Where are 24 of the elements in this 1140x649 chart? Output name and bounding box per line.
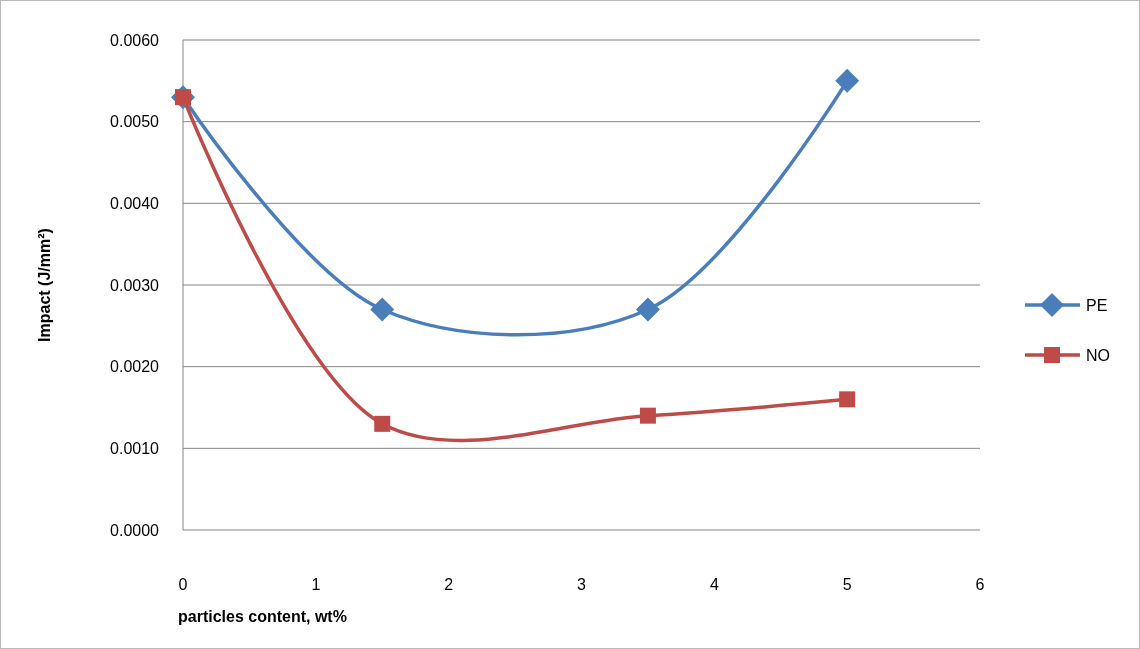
point	[374, 415, 391, 432]
y-axis-title: Impact (J/mm²)	[36, 228, 53, 342]
x-tick-label: 1	[311, 576, 321, 593]
x-tick-label: 2	[444, 576, 454, 593]
x-tick-label: 4	[709, 576, 719, 593]
y-tick-label: 0.0050	[110, 113, 160, 131]
y-tick-label: 0.0040	[110, 194, 160, 212]
y-tick-label: 0.0060	[110, 31, 160, 49]
point	[835, 68, 860, 93]
x-axis-title: particles content, wt%	[178, 608, 347, 625]
point	[635, 297, 660, 322]
y-tick-label: 0.0030	[110, 276, 160, 294]
point	[839, 391, 856, 408]
x-tick-label: 5	[842, 576, 852, 593]
point	[639, 407, 656, 424]
y-tick-label: 0.0000	[110, 521, 160, 539]
x-tick-label: 0	[178, 576, 188, 593]
legend-label: PE	[1086, 296, 1108, 314]
y-tick-label: 0.0010	[110, 439, 160, 457]
point	[370, 297, 395, 322]
x-tick-label: 3	[577, 576, 587, 593]
legend-label: NO	[1086, 346, 1110, 364]
x-tick-label: 6	[975, 576, 985, 593]
y-tick-label: 0.0020	[110, 358, 160, 376]
